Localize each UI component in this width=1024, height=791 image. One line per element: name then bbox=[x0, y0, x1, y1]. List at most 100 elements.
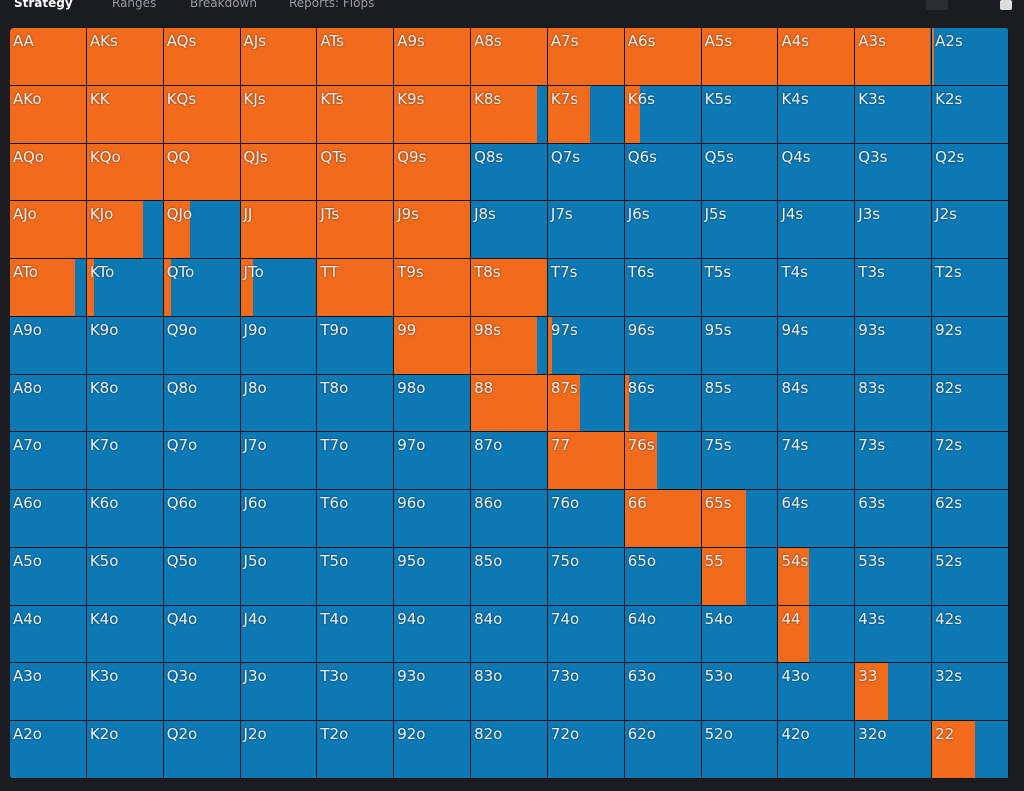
hand-cell[interactable]: A3o bbox=[10, 663, 87, 722]
hand-cell[interactable]: A7o bbox=[10, 432, 87, 491]
hand-cell[interactable]: T2s bbox=[932, 259, 1009, 317]
hand-cell[interactable]: K4s bbox=[778, 85, 856, 144]
hand-cell[interactable]: 94s bbox=[778, 316, 856, 375]
tab[interactable]: Breakdown bbox=[190, 0, 257, 10]
hand-cell[interactable]: QJo bbox=[163, 201, 241, 260]
hand-cell[interactable]: 52o bbox=[701, 721, 779, 779]
hand-cell[interactable]: T8s bbox=[471, 259, 548, 317]
hand-cell[interactable]: A8o bbox=[10, 374, 87, 433]
hand-cell[interactable]: J2o bbox=[240, 721, 318, 779]
hand-cell[interactable]: 64o bbox=[624, 605, 702, 664]
hand-cell[interactable]: AQs bbox=[163, 28, 241, 86]
hand-cell[interactable]: K8s bbox=[471, 85, 548, 144]
hand-cell[interactable]: 53o bbox=[701, 663, 779, 722]
hand-cell[interactable]: A7s bbox=[547, 28, 625, 86]
hand-cell[interactable]: Q8s bbox=[471, 143, 548, 202]
hand-cell[interactable]: K2s bbox=[932, 85, 1009, 144]
hand-cell[interactable]: AQo bbox=[10, 143, 87, 202]
hand-cell[interactable]: 93s bbox=[855, 316, 933, 375]
hand-cell[interactable]: J6o bbox=[240, 490, 318, 548]
hand-cell[interactable]: QJs bbox=[240, 143, 318, 202]
hand-cell[interactable]: 88 bbox=[471, 374, 548, 433]
hand-cell[interactable]: Q4s bbox=[778, 143, 856, 202]
hand-cell[interactable]: 32o bbox=[855, 721, 933, 779]
hand-cell[interactable]: 63s bbox=[855, 490, 933, 548]
hand-cell[interactable]: K3s bbox=[855, 85, 933, 144]
hand-cell[interactable]: 97s bbox=[547, 316, 625, 375]
hand-cell[interactable]: 86s bbox=[624, 374, 702, 433]
hand-cell[interactable]: AA bbox=[10, 28, 87, 86]
hand-cell[interactable]: Q7s bbox=[547, 143, 625, 202]
hand-cell[interactable]: T8o bbox=[317, 374, 395, 433]
hand-cell[interactable]: A4o bbox=[10, 605, 87, 664]
hand-cell[interactable]: 73s bbox=[855, 432, 933, 491]
hand-cell[interactable]: 42s bbox=[932, 605, 1009, 664]
hand-cell[interactable]: 87s bbox=[547, 374, 625, 433]
hand-cell[interactable]: J2s bbox=[932, 201, 1009, 260]
hand-cell[interactable]: 77 bbox=[547, 432, 625, 491]
hand-cell[interactable]: 54o bbox=[701, 605, 779, 664]
hand-cell[interactable]: 74o bbox=[547, 605, 625, 664]
hand-cell[interactable]: A9s bbox=[394, 28, 472, 86]
hand-cell[interactable]: K7s bbox=[547, 85, 625, 144]
hand-cell[interactable]: J4s bbox=[778, 201, 856, 260]
hand-cell[interactable]: A2s bbox=[932, 28, 1009, 86]
hand-cell[interactable]: JTs bbox=[317, 201, 395, 260]
hand-cell[interactable]: A5s bbox=[701, 28, 779, 86]
hand-cell[interactable]: Q7o bbox=[163, 432, 241, 491]
hand-cell[interactable]: J8o bbox=[240, 374, 318, 433]
hand-cell[interactable]: K6o bbox=[86, 490, 164, 548]
hand-cell[interactable]: 62o bbox=[624, 721, 702, 779]
hand-cell[interactable]: Q5o bbox=[163, 547, 241, 606]
hand-cell[interactable]: 85o bbox=[471, 547, 548, 606]
hand-cell[interactable]: K5s bbox=[701, 85, 779, 144]
layout-button[interactable] bbox=[952, 0, 974, 10]
hand-cell[interactable]: 95o bbox=[394, 547, 472, 606]
hand-cell[interactable]: 44 bbox=[778, 605, 856, 664]
hand-cell[interactable]: 82s bbox=[932, 374, 1009, 433]
layout-button[interactable] bbox=[1000, 0, 1012, 10]
hand-cell[interactable]: 98s bbox=[471, 316, 548, 375]
hand-cell[interactable]: A8s bbox=[471, 28, 548, 86]
hand-cell[interactable]: J7s bbox=[547, 201, 625, 260]
hand-cell[interactable]: 92o bbox=[394, 721, 472, 779]
hand-cell[interactable]: QTo bbox=[163, 259, 241, 317]
hand-cell[interactable]: KTo bbox=[86, 259, 164, 317]
hand-cell[interactable]: 65o bbox=[624, 547, 702, 606]
hand-cell[interactable]: AJo bbox=[10, 201, 87, 260]
hand-cell[interactable]: AKs bbox=[86, 28, 164, 86]
hand-cell[interactable]: Q5s bbox=[701, 143, 779, 202]
hand-cell[interactable]: 96o bbox=[394, 490, 472, 548]
hand-cell[interactable]: KJs bbox=[240, 85, 318, 144]
hand-cell[interactable]: T4s bbox=[778, 259, 856, 317]
hand-cell[interactable]: T3s bbox=[855, 259, 933, 317]
hand-cell[interactable]: 84o bbox=[471, 605, 548, 664]
hand-cell[interactable]: A3s bbox=[855, 28, 933, 86]
hand-cell[interactable]: 94o bbox=[394, 605, 472, 664]
hand-cell[interactable]: Q3o bbox=[163, 663, 241, 722]
hand-cell[interactable]: T5o bbox=[317, 547, 395, 606]
hand-cell[interactable]: K8o bbox=[86, 374, 164, 433]
hand-cell[interactable]: 85s bbox=[701, 374, 779, 433]
hand-cell[interactable]: K5o bbox=[86, 547, 164, 606]
hand-cell[interactable]: 43o bbox=[778, 663, 856, 722]
hand-cell[interactable]: 87o bbox=[471, 432, 548, 491]
hand-cell[interactable]: 54s bbox=[778, 547, 856, 606]
hand-cell[interactable]: 53s bbox=[855, 547, 933, 606]
hand-cell[interactable]: J9s bbox=[394, 201, 472, 260]
hand-cell[interactable]: TT bbox=[317, 259, 395, 317]
hand-cell[interactable]: 95s bbox=[701, 316, 779, 375]
hand-cell[interactable]: 97o bbox=[394, 432, 472, 491]
tab[interactable]: Strategy bbox=[14, 0, 73, 10]
hand-cell[interactable]: J7o bbox=[240, 432, 318, 491]
hand-cell[interactable]: 55 bbox=[701, 547, 779, 606]
hand-cell[interactable]: T7s bbox=[547, 259, 625, 317]
hand-cell[interactable]: T3o bbox=[317, 663, 395, 722]
tab[interactable]: Reports: Flops bbox=[289, 0, 375, 10]
hand-cell[interactable]: 74s bbox=[778, 432, 856, 491]
hand-cell[interactable]: Q6o bbox=[163, 490, 241, 548]
hand-cell[interactable]: K6s bbox=[624, 85, 702, 144]
hand-cell[interactable]: 22 bbox=[932, 721, 1009, 779]
hand-cell[interactable]: 43s bbox=[855, 605, 933, 664]
hand-cell[interactable]: Q8o bbox=[163, 374, 241, 433]
